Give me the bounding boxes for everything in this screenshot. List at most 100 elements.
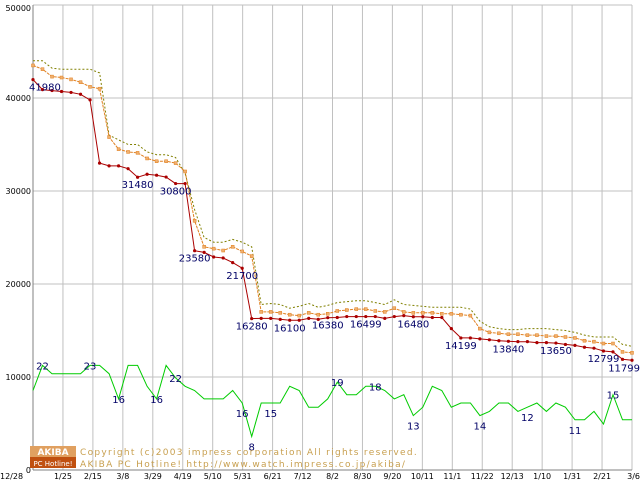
min-price-point bbox=[449, 327, 453, 331]
min-price-point bbox=[193, 249, 197, 253]
avg-price-line bbox=[32, 64, 633, 354]
avg-price-point bbox=[440, 312, 444, 316]
min-price-point bbox=[345, 314, 349, 319]
avg-price-point bbox=[249, 254, 254, 258]
avg-price-point bbox=[430, 311, 435, 315]
min-price-point bbox=[468, 336, 472, 340]
x-tick-label: 8/30 bbox=[353, 472, 371, 480]
min-price-point bbox=[316, 317, 320, 321]
min-price-point bbox=[231, 261, 235, 265]
data-label: 16 bbox=[112, 395, 125, 406]
avg-price-point bbox=[211, 246, 216, 251]
data-label: 15 bbox=[264, 409, 277, 420]
series-layer bbox=[31, 60, 634, 439]
min-price-point bbox=[544, 340, 549, 345]
avg-price-point bbox=[449, 312, 454, 316]
y-tick-label: 10000 bbox=[6, 373, 31, 382]
avg-price-point bbox=[154, 159, 159, 163]
avg-price-point bbox=[611, 341, 615, 346]
min-price-point bbox=[240, 266, 244, 270]
min-price-point bbox=[250, 316, 254, 321]
x-tick-label: 4/19 bbox=[174, 472, 192, 480]
shop-count-series bbox=[32, 364, 632, 439]
y-tick-label: 50000 bbox=[6, 4, 31, 13]
x-tick-label: 9/20 bbox=[383, 472, 401, 480]
avg-price-point bbox=[287, 312, 292, 317]
avg-price-point bbox=[40, 67, 45, 71]
min-price-point bbox=[592, 346, 596, 350]
y-tick-label: 30000 bbox=[6, 187, 31, 196]
data-label: 22 bbox=[36, 361, 49, 372]
avg-price-point bbox=[592, 339, 596, 344]
max-price-series bbox=[33, 60, 633, 347]
data-label: 41980 bbox=[29, 83, 61, 94]
x-tick-label: 1/31 bbox=[563, 472, 581, 480]
avg-price-point bbox=[459, 312, 463, 317]
data-label: 16380 bbox=[312, 321, 344, 332]
avg-price-point bbox=[164, 159, 168, 163]
min-price-point bbox=[430, 315, 434, 320]
min-price-point bbox=[50, 88, 54, 93]
avg-price-point bbox=[392, 306, 397, 310]
data-label: 30800 bbox=[160, 187, 192, 198]
data-label: 16280 bbox=[236, 322, 268, 333]
min-price-point bbox=[554, 341, 558, 345]
x-tick-label: 3/6 bbox=[627, 472, 640, 480]
min-price-point bbox=[202, 250, 206, 254]
min-price-point bbox=[364, 314, 368, 319]
avg-price-point bbox=[278, 311, 282, 315]
data-label: 8 bbox=[248, 443, 254, 454]
avg-price-point bbox=[506, 332, 511, 336]
x-tick-label: 12/13 bbox=[501, 472, 524, 480]
y-tick-labels: 0 10000 20000 30000 40000 50000 bbox=[6, 4, 31, 475]
min-price-line bbox=[32, 79, 633, 361]
min-price-point bbox=[31, 77, 35, 82]
data-label: 11799 bbox=[608, 363, 640, 374]
y-tick-label: 40000 bbox=[6, 94, 31, 103]
data-label: 21700 bbox=[226, 271, 258, 282]
x-tick-label: 12/28 bbox=[0, 472, 23, 480]
min-price-point bbox=[392, 314, 396, 319]
avg-price-point bbox=[402, 310, 406, 314]
data-label: 12 bbox=[521, 413, 534, 424]
min-price-point bbox=[525, 340, 530, 344]
data-label: 16499 bbox=[350, 320, 382, 331]
shop-count-line bbox=[32, 364, 632, 439]
min-price-point bbox=[459, 336, 463, 340]
x-tick-label: 2/21 bbox=[593, 472, 611, 480]
min-price-point bbox=[487, 338, 491, 342]
axes bbox=[32, 5, 632, 471]
min-price-point bbox=[326, 316, 330, 320]
min-price-point bbox=[411, 315, 415, 319]
x-tick-label: 11/22 bbox=[471, 472, 494, 480]
avg-price-point bbox=[468, 313, 473, 318]
min-price-point bbox=[307, 316, 311, 321]
avg-price-point bbox=[478, 326, 482, 331]
min-price-point bbox=[164, 175, 168, 179]
avg-price-point bbox=[126, 150, 130, 154]
avg-price-point bbox=[582, 338, 587, 343]
min-price-point bbox=[478, 337, 482, 341]
avg-price-series bbox=[31, 63, 634, 355]
min-price-point bbox=[259, 316, 263, 321]
data-label: 11 bbox=[569, 426, 582, 437]
min-price-point bbox=[221, 256, 225, 260]
data-label: 16480 bbox=[397, 320, 429, 331]
data-label: 16100 bbox=[274, 323, 306, 334]
x-tick-label: 10/11 bbox=[411, 472, 434, 480]
data-label: 22 bbox=[169, 374, 182, 385]
min-price-point bbox=[630, 358, 634, 362]
avg-price-point bbox=[240, 249, 244, 254]
avg-price-point bbox=[620, 350, 625, 354]
data-label: 31480 bbox=[122, 180, 154, 191]
logo-top-text: AKIBA bbox=[37, 448, 68, 458]
min-price-point bbox=[373, 314, 377, 319]
avg-price-point bbox=[268, 310, 273, 314]
data-label: 14 bbox=[474, 422, 487, 433]
min-price-series bbox=[31, 77, 634, 362]
hotline-text: AKIBA PC Hotline! http://www.watch.impre… bbox=[80, 460, 406, 470]
y-tick-label: 20000 bbox=[6, 280, 31, 289]
min-price-point bbox=[212, 255, 216, 259]
avg-price-point bbox=[411, 311, 416, 315]
